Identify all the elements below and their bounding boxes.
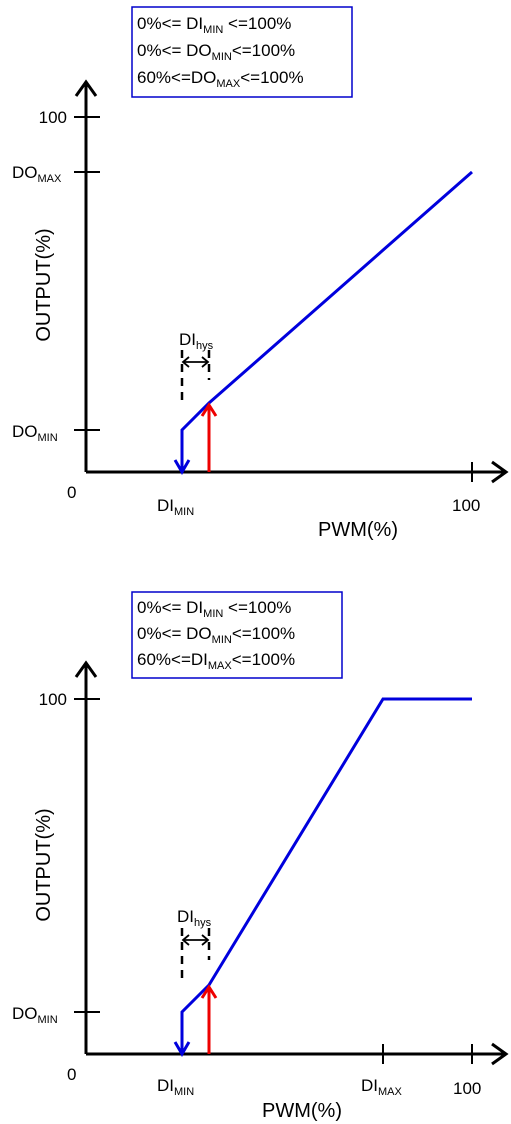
output-curve <box>180 697 472 1052</box>
hys-label: DIhys <box>179 330 214 352</box>
y-axis-title: OUTPUT(%) <box>33 228 55 341</box>
diagram-1: 0%<= DIMIN <=100% 0%<= DOMIN<=100% 60%<=… <box>12 6 509 541</box>
y-label-100: 100 <box>39 690 67 709</box>
falling-arrow <box>173 459 191 475</box>
x-axis-title: PWM(%) <box>318 519 398 541</box>
origin-label: 0 <box>67 1065 76 1084</box>
x-label-100: 100 <box>452 496 480 515</box>
constraint-line-1: 0%<= DIMIN <=100% <box>137 14 291 36</box>
rising-arrow <box>200 984 218 999</box>
x-axis-title: PWM(%) <box>262 1100 342 1122</box>
y-label-domin: DOMIN <box>12 1004 58 1026</box>
constraint-line-1: 0%<= DIMIN <=100% <box>137 598 291 620</box>
constraint-line-3: 60%<=DIMAX<=100% <box>137 650 295 672</box>
constraint-line-2: 0%<= DOMIN<=100% <box>137 624 295 646</box>
constraint-box <box>131 6 353 98</box>
y-axis-title: OUTPUT(%) <box>33 808 55 921</box>
x-label-dimin: DIMIN <box>157 496 194 518</box>
constraint-box <box>131 591 343 679</box>
falling-arrow <box>173 1041 191 1057</box>
y-label-domin: DOMIN <box>12 422 58 444</box>
origin-label: 0 <box>67 483 76 502</box>
x-label-100: 100 <box>453 1079 481 1098</box>
output-curve <box>180 170 473 470</box>
x-axis-arrow <box>491 460 509 484</box>
diagram-2: 0%<= DIMIN <=100% 0%<= DOMIN<=100% 60%<=… <box>12 591 509 1122</box>
constraint-line-2: 0%<= DOMIN<=100% <box>137 41 295 63</box>
y-label-100: 100 <box>39 108 67 127</box>
x-axis-arrow <box>491 1042 509 1066</box>
y-axis-arrow <box>74 79 98 97</box>
x-label-dimax: DIMAX <box>361 1076 403 1098</box>
y-axis-arrow <box>74 660 98 678</box>
constraint-line-3: 60%<=DOMAX<=100% <box>137 68 304 90</box>
x-label-dimin: DIMIN <box>157 1076 194 1098</box>
rising-arrow <box>200 402 218 417</box>
hys-label: DIhys <box>177 907 212 929</box>
y-label-domax: DOMAX <box>12 163 62 185</box>
